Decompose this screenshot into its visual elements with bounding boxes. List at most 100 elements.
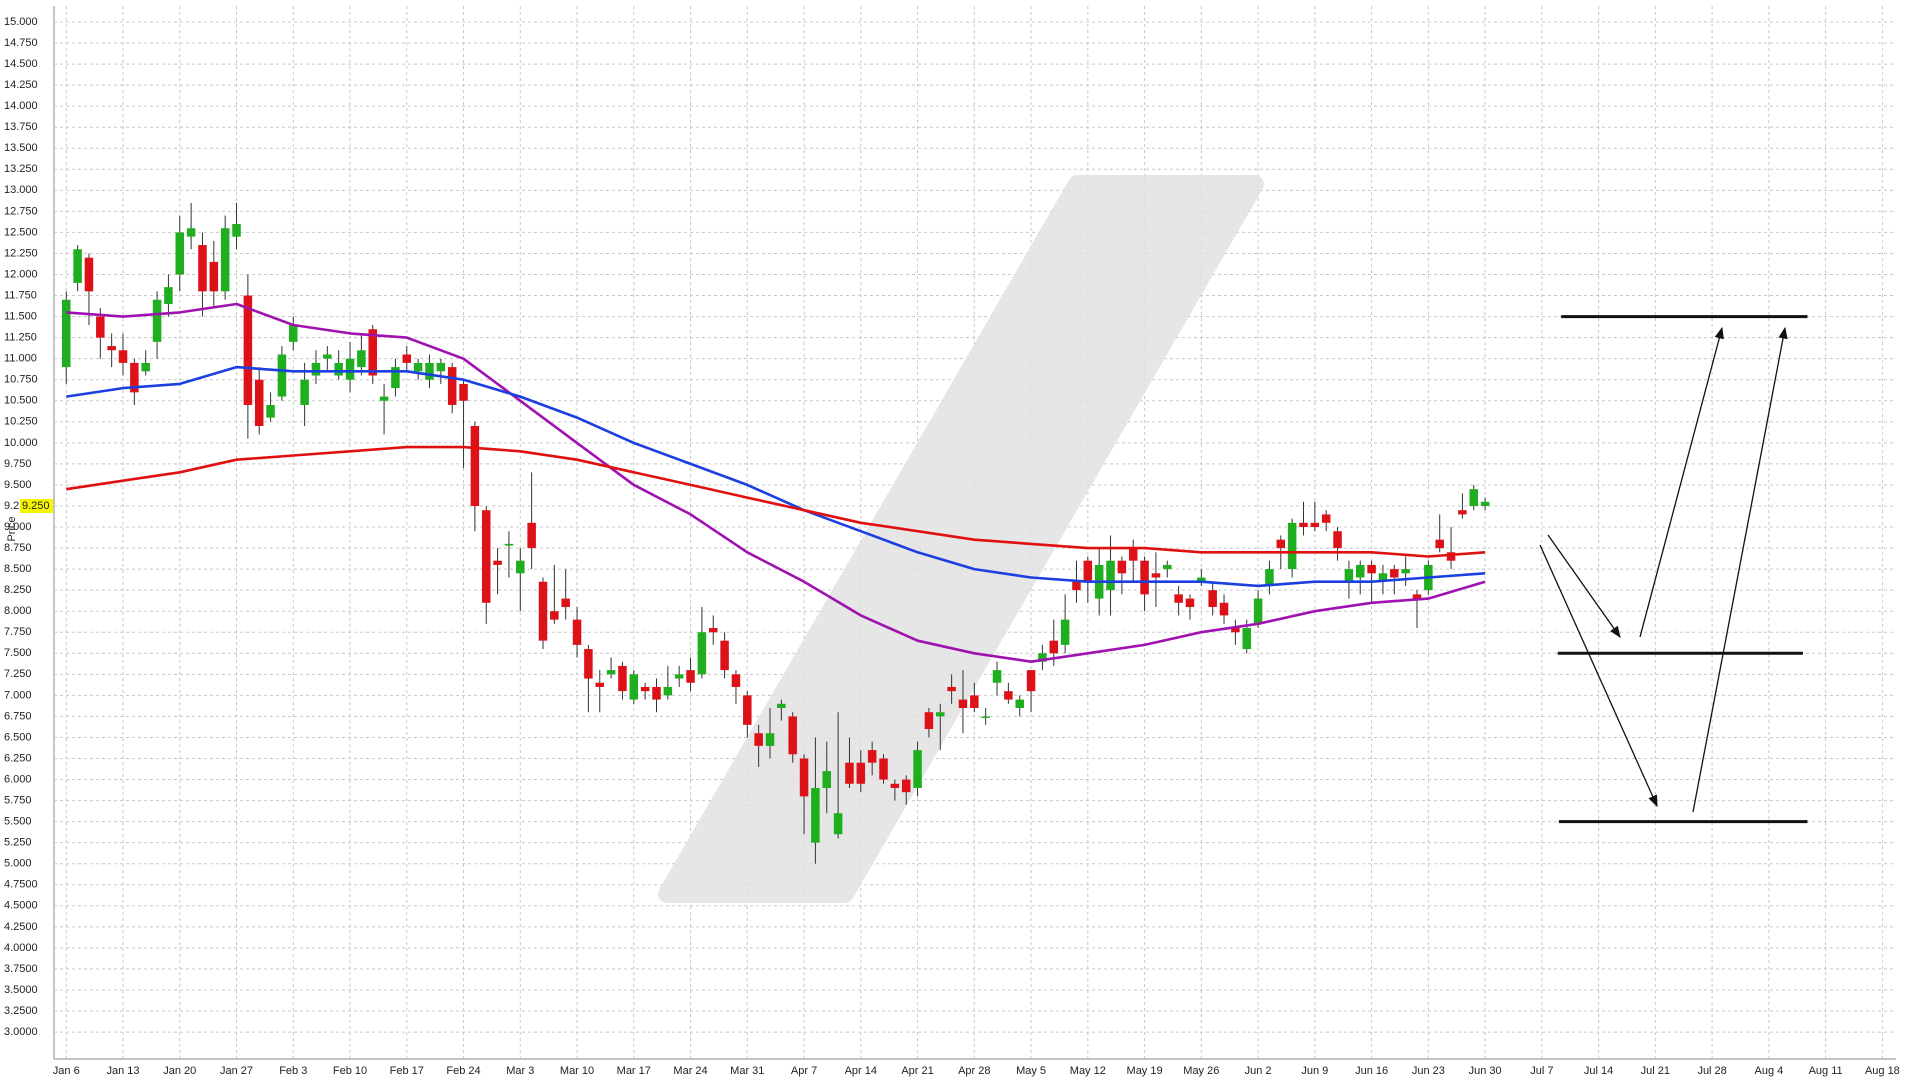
y-tick-label: 7.000 — [4, 689, 32, 701]
marks — [62, 202, 1808, 864]
moving-average-line — [66, 445, 1486, 558]
x-tick-label: Aug 18 — [1865, 1065, 1900, 1077]
candle-body — [1446, 552, 1456, 561]
x-tick-label: Mar 3 — [506, 1065, 534, 1077]
candle-body — [413, 362, 423, 372]
candle-body — [890, 783, 900, 788]
x-tick-label: Aug 11 — [1809, 1065, 1843, 1077]
candle-body — [1367, 564, 1376, 574]
candle-body — [833, 813, 843, 835]
y-tick-label: 7.750 — [4, 626, 32, 638]
candle-body — [731, 674, 741, 687]
y-tick-label: 3.7500 — [4, 963, 38, 975]
moving-average-line — [66, 302, 1486, 663]
candle-body — [1015, 699, 1024, 708]
candle-body — [992, 670, 1002, 683]
candle-body — [924, 712, 934, 730]
candle-body — [720, 640, 729, 671]
candle-body — [1185, 598, 1195, 607]
candle-body — [743, 695, 752, 725]
x-tick-label: Feb 3 — [279, 1065, 307, 1077]
candle-body — [175, 232, 185, 275]
candle-body — [936, 712, 945, 717]
candle-body — [879, 758, 888, 780]
candle-body — [198, 245, 207, 292]
candle-body — [254, 379, 264, 427]
y-tick-label: 11.000 — [4, 353, 37, 365]
y-tick-label: 7.500 — [4, 647, 32, 659]
candle-body — [981, 716, 990, 718]
candle-body — [1231, 628, 1240, 633]
candle-body — [754, 733, 763, 746]
y-tick-label: 5.500 — [4, 816, 32, 828]
candle-body — [845, 762, 854, 784]
y-tick-label: 10.750 — [4, 374, 38, 386]
candle-body — [232, 224, 241, 237]
candle-body — [1242, 628, 1251, 650]
candle-body — [970, 695, 979, 708]
y-tick-label: 14.000 — [4, 100, 38, 112]
x-tick-label: Mar 10 — [560, 1065, 594, 1077]
x-tick-label: May 12 — [1070, 1065, 1106, 1077]
candle-body — [652, 686, 661, 700]
candle-body — [345, 358, 355, 380]
x-tick-label: Jun 16 — [1355, 1065, 1388, 1077]
candle-body — [1151, 573, 1161, 578]
x-tick-label: Jul 14 — [1584, 1065, 1613, 1077]
candle-body — [481, 510, 491, 603]
x-tick-label: Jul 28 — [1697, 1065, 1726, 1077]
x-tick-label: Jun 30 — [1469, 1065, 1502, 1077]
candle-body — [379, 396, 389, 401]
y-tick-label: 12.750 — [4, 205, 38, 217]
candle-body — [141, 362, 150, 372]
candle-body — [561, 598, 570, 607]
candle-body — [788, 716, 797, 755]
candle-body — [1401, 569, 1410, 574]
candle-body — [947, 686, 956, 692]
candle-body — [811, 787, 820, 843]
candle-body — [300, 379, 309, 405]
candle-body — [572, 619, 582, 645]
candle-body — [822, 771, 832, 788]
candle-body — [289, 325, 298, 342]
candle-body — [1333, 531, 1342, 549]
y-tick-label: 9.000 — [4, 521, 32, 533]
arrow — [1639, 326, 1724, 638]
candle-body — [913, 750, 922, 788]
candle-body — [1049, 640, 1059, 654]
candle-body — [447, 367, 457, 405]
candle-body — [765, 733, 775, 746]
candle-body — [1208, 590, 1217, 607]
y-tick-label: 13.250 — [4, 163, 38, 175]
x-tick-label: Apr 7 — [791, 1065, 817, 1077]
y-tick-label: 4.0000 — [4, 942, 38, 954]
candle-body — [84, 257, 94, 292]
x-tick-label: May 5 — [1016, 1065, 1046, 1077]
y-tick-label: 8.250 — [4, 584, 32, 596]
candle-body — [640, 686, 650, 692]
candle-body — [504, 543, 514, 546]
candle-body — [1174, 594, 1183, 603]
candle-body — [618, 665, 627, 692]
y-tick-label: 11.250 — [4, 332, 37, 344]
candle-body — [697, 632, 707, 675]
candle-body — [1072, 581, 1081, 591]
candle-body — [1106, 560, 1115, 591]
x-tick-label: Jun 9 — [1301, 1065, 1328, 1077]
candle-body — [1378, 573, 1388, 582]
x-tick-label: Apr 21 — [901, 1065, 933, 1077]
y-axis-label: Price — [6, 516, 18, 541]
candle-body — [1026, 670, 1036, 692]
candle-body — [1287, 522, 1297, 570]
candle-body — [674, 674, 684, 679]
candle-body — [799, 758, 809, 797]
y-tick-label: 6.750 — [4, 710, 32, 722]
x-tick-label: Apr 14 — [845, 1065, 877, 1077]
candle-body — [1469, 489, 1479, 506]
y-tick-label: 14.750 — [4, 37, 38, 49]
arrow — [1539, 544, 1658, 808]
y-tick-label: 10.250 — [4, 416, 38, 428]
candle-body — [550, 611, 559, 620]
y-tick-label: 4.2500 — [4, 921, 38, 933]
